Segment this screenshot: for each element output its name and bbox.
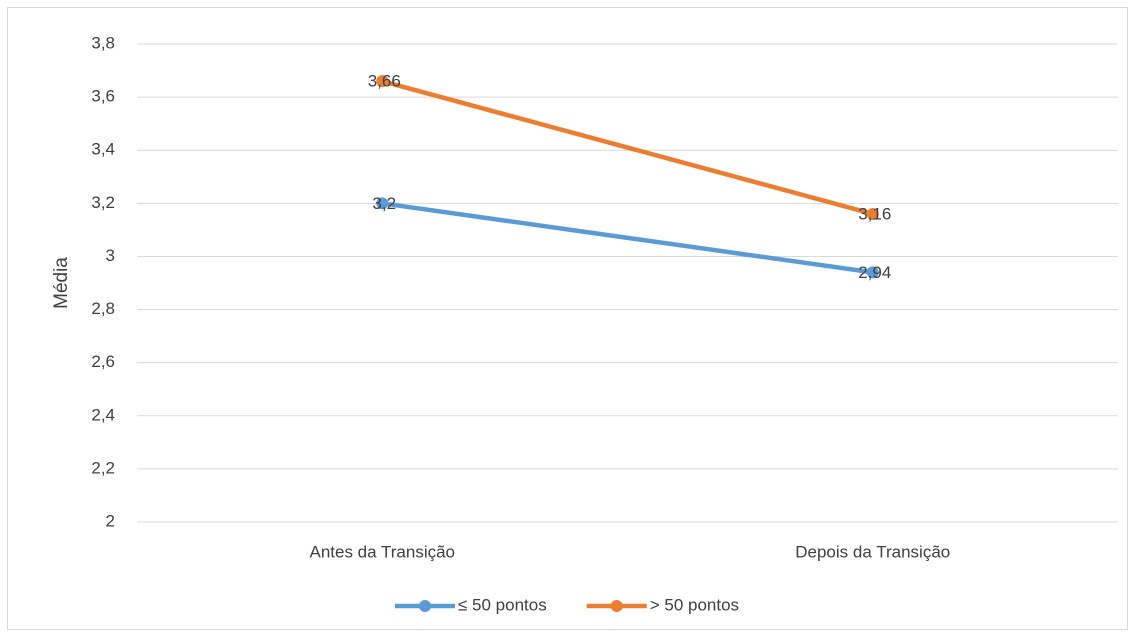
point-marker bbox=[866, 207, 879, 220]
x-tick-label: Antes da Transição bbox=[309, 542, 455, 561]
y-tick-label: 3 bbox=[106, 246, 115, 265]
data-label: 2,94 bbox=[858, 263, 891, 282]
point-marker bbox=[376, 75, 389, 88]
legend-marker bbox=[610, 600, 623, 612]
y-tick-label: 2,6 bbox=[91, 352, 115, 371]
y-axis-label: Média bbox=[51, 257, 72, 309]
y-tick-label: 2,8 bbox=[91, 299, 115, 318]
data-label: 3,66 bbox=[368, 72, 401, 91]
chart-frame bbox=[7, 7, 1128, 630]
y-tick-label: 2 bbox=[106, 511, 115, 530]
y-tick-label: 3,4 bbox=[91, 140, 115, 159]
point-marker bbox=[376, 197, 389, 210]
y-tick-label: 3,8 bbox=[91, 33, 115, 52]
data-label: 3,2 bbox=[372, 194, 396, 213]
point-marker bbox=[866, 266, 879, 279]
y-tick-label: 3,2 bbox=[91, 193, 115, 212]
series-line bbox=[380, 78, 875, 217]
y-tick-label: 3,6 bbox=[91, 87, 115, 106]
legend-marker bbox=[419, 600, 431, 612]
legend-label: > 50 pontos bbox=[650, 595, 739, 614]
x-tick-label: Depois da Transição bbox=[795, 542, 950, 561]
y-tick-label: 2,4 bbox=[91, 405, 115, 424]
y-tick-label: 2,2 bbox=[91, 458, 115, 477]
series-line bbox=[380, 201, 875, 275]
data-label: 3,16 bbox=[858, 204, 891, 223]
legend-label: ≤ 50 pontos bbox=[458, 595, 547, 614]
